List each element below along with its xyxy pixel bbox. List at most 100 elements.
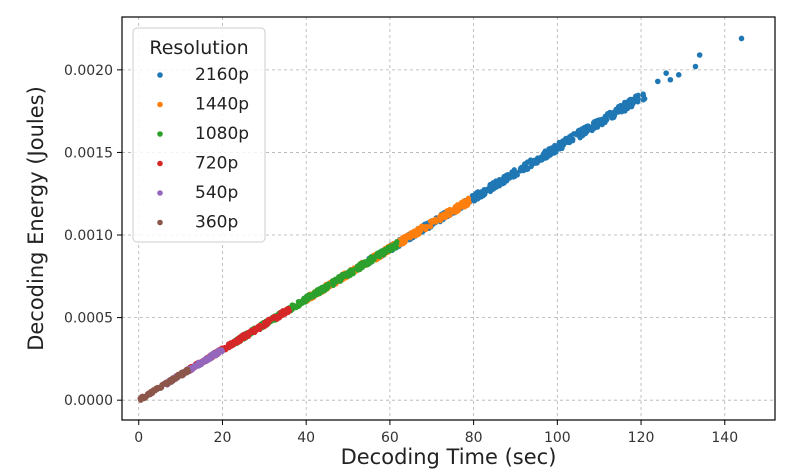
data-point-2160p xyxy=(632,98,638,105)
data-point-540p xyxy=(196,361,202,367)
y-tick-label: 0.0010 xyxy=(64,228,113,244)
x-axis-ticks: 0 20 40 60 80 100 120 140 xyxy=(134,420,738,446)
legend-marker-720p xyxy=(157,160,163,167)
data-point-1080p xyxy=(350,268,356,274)
legend-marker-360p xyxy=(157,219,163,226)
data-point-2160p xyxy=(559,142,566,148)
data-point-1080p xyxy=(375,253,381,259)
data-point-2160p xyxy=(522,161,528,167)
data-point-1440p xyxy=(457,203,463,209)
x-tick-label: 40 xyxy=(297,430,315,446)
data-point-720p xyxy=(276,315,282,321)
data-point-540p xyxy=(208,356,214,362)
data-point-2160p xyxy=(542,148,548,154)
legend-marker-540p xyxy=(157,190,163,196)
data-point-1080p xyxy=(357,261,363,267)
data-point-540p xyxy=(212,353,218,359)
data-point-1080p xyxy=(343,271,349,277)
legend: Resolution 2160p 1440p 1080p 720p 540p 360p xyxy=(132,27,266,243)
data-point-1080p xyxy=(390,246,396,252)
data-point-2160p xyxy=(477,194,483,200)
data-point-2160p xyxy=(692,63,699,70)
data-point-2160p xyxy=(539,156,545,163)
data-point-2160p xyxy=(640,97,647,103)
data-point-2160p xyxy=(504,178,510,184)
data-point-1080p xyxy=(322,283,328,289)
x-axis-label: Decoding Time (sec) xyxy=(341,445,557,469)
data-point-1080p xyxy=(335,277,341,283)
data-point-1080p xyxy=(330,282,336,288)
y-tick-label: 0.0020 xyxy=(64,63,113,79)
data-point-1080p xyxy=(317,286,323,292)
data-point-2160p xyxy=(487,181,493,188)
data-point-360p xyxy=(165,378,171,385)
data-point-360p xyxy=(185,366,191,373)
data-point-720p xyxy=(285,308,291,314)
data-point-1440p xyxy=(404,232,410,238)
legend-box xyxy=(132,27,266,243)
data-point-360p xyxy=(144,393,150,400)
data-point-2160p xyxy=(549,145,555,151)
data-point-720p xyxy=(257,324,264,330)
data-point-1080p xyxy=(382,246,389,252)
data-point-2160p xyxy=(472,192,478,198)
data-point-2160p xyxy=(494,179,501,185)
legend-label-360p: 360p xyxy=(195,213,238,233)
x-tick-label: 140 xyxy=(711,430,738,446)
data-point-720p xyxy=(231,338,237,344)
data-point-2160p xyxy=(654,78,661,85)
data-point-360p xyxy=(152,388,159,394)
data-point-2160p xyxy=(615,103,622,110)
legend-label-540p: 540p xyxy=(195,183,238,203)
data-point-1440p xyxy=(465,196,471,202)
data-point-360p xyxy=(181,371,188,377)
data-point-720p xyxy=(263,320,269,326)
data-point-2160p xyxy=(557,146,563,152)
data-point-720p xyxy=(245,333,252,339)
data-point-2160p xyxy=(514,172,520,178)
data-point-2160p xyxy=(738,35,745,42)
data-point-1440p xyxy=(418,227,424,234)
legend-marker-1080p xyxy=(157,131,163,137)
data-point-1080p xyxy=(295,298,301,305)
data-points xyxy=(137,35,745,403)
x-tick-label: 80 xyxy=(465,430,483,446)
data-point-2160p xyxy=(485,187,491,193)
data-point-1440p xyxy=(454,208,461,214)
data-point-2160p xyxy=(518,164,525,170)
data-point-1080p xyxy=(369,259,375,265)
data-point-1080p xyxy=(310,294,316,300)
x-tick-label: 0 xyxy=(134,430,143,446)
data-point-1440p xyxy=(421,224,427,230)
y-tick-label: 0.0005 xyxy=(64,311,113,327)
data-point-2160p xyxy=(696,52,703,58)
legend-label-1080p: 1080p xyxy=(195,124,249,144)
data-point-1440p xyxy=(414,232,420,238)
legend-marker-2160p xyxy=(157,72,163,78)
data-point-2160p xyxy=(580,132,586,138)
data-point-1440p xyxy=(447,212,453,218)
data-point-1440p xyxy=(427,223,434,230)
data-point-2160p xyxy=(594,119,601,126)
data-point-1440p xyxy=(462,203,469,209)
data-point-1440p xyxy=(452,204,458,210)
data-point-360p xyxy=(170,375,176,381)
data-point-1080p xyxy=(393,240,399,246)
data-point-360p xyxy=(157,384,163,390)
y-axis-label: Decoding Energy (Joules) xyxy=(24,86,48,351)
data-point-2160p xyxy=(531,160,537,166)
data-point-2160p xyxy=(675,72,682,78)
x-tick-label: 60 xyxy=(381,430,399,446)
data-point-1440p xyxy=(409,231,416,238)
legend-label-720p: 720p xyxy=(195,154,238,174)
legend-label-2160p: 2160p xyxy=(195,65,249,85)
data-point-2160p xyxy=(490,186,497,192)
data-point-2160p xyxy=(511,167,517,173)
data-point-540p xyxy=(219,349,225,355)
data-point-1080p xyxy=(329,278,336,284)
data-point-2160p xyxy=(622,102,628,108)
data-point-720p xyxy=(279,309,285,316)
data-point-720p xyxy=(235,337,242,343)
data-point-1080p xyxy=(300,298,306,304)
